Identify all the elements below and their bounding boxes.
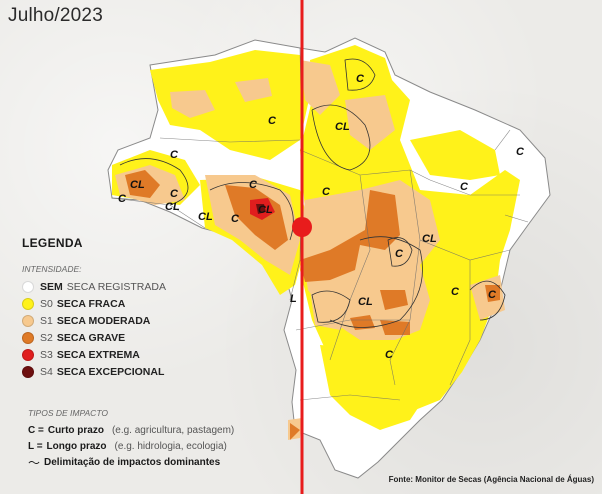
map-label: C [170, 188, 179, 200]
map-label: C [516, 146, 525, 158]
impact-types: TIPOS DE IMPACTO C = Curto prazo (e.g. a… [28, 408, 308, 470]
map-label: C [231, 213, 240, 225]
map-label: C [170, 149, 179, 161]
impact-desc: (e.g. agricultura, pastagem) [111, 424, 235, 436]
impact-key: C = [28, 424, 44, 436]
map-title: Julho/2023 [8, 5, 103, 26]
impact-labels: C C CL C CL C CL CL C CL C C C C CL C CL… [118, 73, 525, 361]
swatch-yellow-icon [22, 297, 34, 310]
legend: LEGENDA INTENSIDADE: SEM SECA REGISTRADA… [22, 236, 302, 380]
map-label: C [268, 115, 277, 127]
legend-item-s3: S3 SECA EXTREMA [22, 346, 302, 363]
impact-name: Curto prazo [47, 424, 104, 436]
level-code: S2 [40, 331, 53, 344]
legend-item-s1: S1 SECA MODERADA [22, 312, 302, 329]
map-label: CL [198, 211, 213, 223]
map-label: C [118, 193, 127, 205]
swatch-red-icon [22, 348, 34, 361]
legend-title: LEGENDA [22, 236, 83, 250]
map-label: C [460, 181, 469, 193]
wavy-line-icon: 〜 [28, 455, 41, 470]
map-label: CL [130, 179, 145, 191]
map-label: CL [422, 233, 437, 245]
map-label: C [322, 186, 331, 198]
level-name: SECA GRAVE [56, 331, 126, 344]
level-code: S3 [40, 348, 53, 361]
map-label: CL [165, 201, 180, 213]
source-credit: Fonte: Monitor de Secas (Agência Naciona… [388, 475, 594, 484]
map-label: L [290, 293, 297, 305]
swatch-darkred-icon [22, 365, 34, 378]
intensity-label: INTENSIDADE: [22, 264, 82, 274]
legend-item-s2: S2 SECA GRAVE [22, 329, 302, 346]
level-name: SECA MODERADA [56, 314, 151, 327]
impact-row-short: C = Curto prazo (e.g. agricultura, pasta… [28, 422, 308, 438]
impact-title: TIPOS DE IMPACTO [28, 408, 108, 418]
impact-desc: (e.g. hidrologia, ecologia) [114, 440, 227, 452]
s4-areas [256, 204, 266, 214]
level-name: SECA FRACA [56, 297, 126, 310]
impact-row-long: L = Longo prazo (e.g. hidrologia, ecolog… [28, 438, 308, 454]
impact-key: L = [28, 440, 43, 452]
swatch-peach-icon [22, 314, 34, 327]
level-code: S4 [40, 365, 53, 378]
legend-item-sem: SEM SECA REGISTRADA [22, 278, 302, 295]
map-label: C [488, 289, 497, 301]
reference-marker [292, 217, 312, 237]
level-code: S0 [40, 297, 53, 310]
level-code: S1 [40, 314, 53, 327]
swatch-white-icon [22, 280, 34, 293]
level-code: SEM [40, 280, 63, 293]
map-label: C [356, 73, 365, 85]
map-label: CL [335, 121, 350, 133]
level-name: SECA REGISTRADA [66, 280, 166, 293]
delimitation-label: Delimitação de impactos dominantes [44, 456, 221, 468]
legend-item-s0: S0 SECA FRACA [22, 295, 302, 312]
map-label: CL [258, 204, 273, 216]
impact-name: Longo prazo [46, 440, 107, 452]
impact-row-delimitation: 〜 Delimitação de impactos dominantes [28, 454, 308, 470]
map-label: C [385, 349, 394, 361]
legend-item-s4: S4 SECA EXCEPCIONAL [22, 363, 302, 380]
map-label: CL [358, 296, 373, 308]
level-name: SECA EXTREMA [56, 348, 140, 361]
map-label: C [249, 179, 258, 191]
s2-areas [125, 170, 500, 440]
swatch-orange-icon [22, 331, 34, 344]
map-label: C [395, 248, 404, 260]
map-label: C [451, 286, 460, 298]
level-name: SECA EXCEPCIONAL [56, 365, 165, 378]
